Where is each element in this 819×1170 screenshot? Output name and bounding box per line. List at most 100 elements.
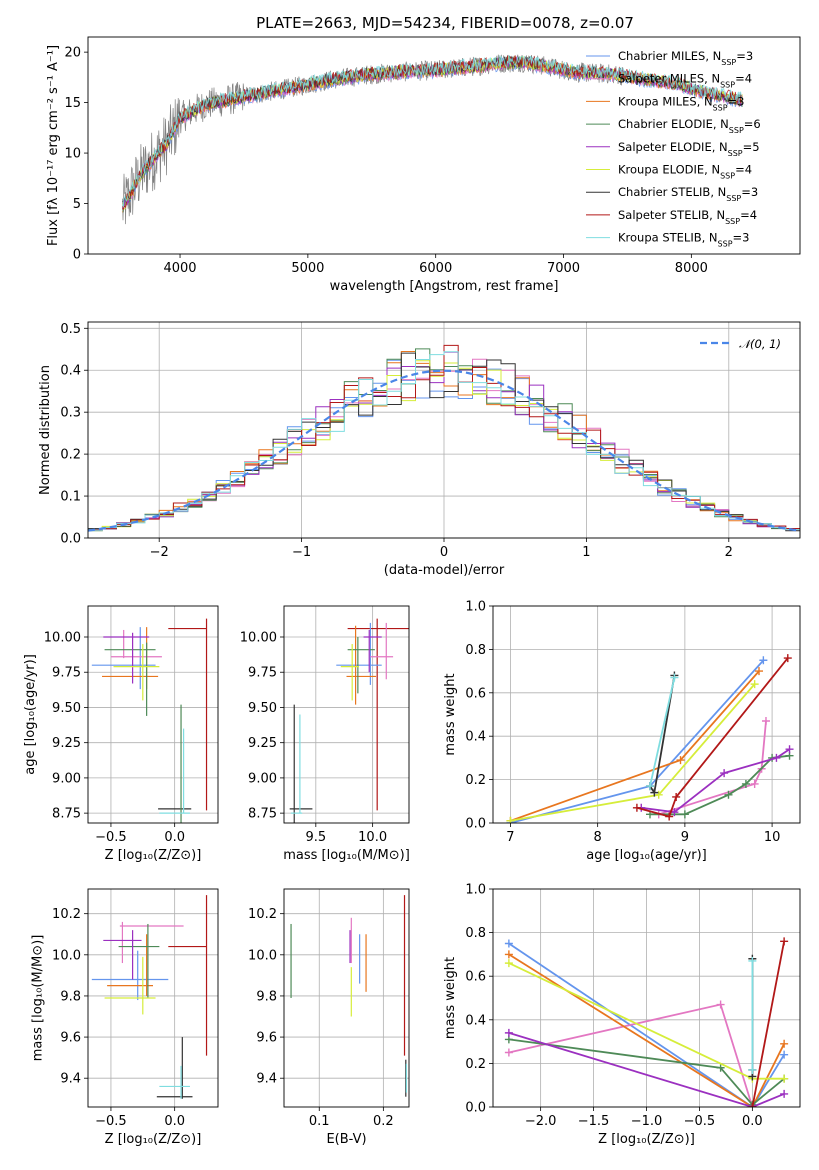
series-point xyxy=(785,745,794,754)
plot-area xyxy=(122,54,743,225)
y-axis-label: age [log₁₀(age/yr)] xyxy=(23,654,38,775)
series-point xyxy=(780,937,789,946)
x-tick-label: 4000 xyxy=(163,261,196,276)
y-tick-label: 10.00 xyxy=(44,631,81,646)
plot-area xyxy=(289,618,409,823)
series-point xyxy=(504,959,513,968)
series-point xyxy=(645,782,654,791)
y-tick-label: 0.0 xyxy=(465,1101,486,1116)
legend-label: Chabrier ELODIE, NSSP=6 xyxy=(618,117,761,135)
panel-residuals: 𝒩(0, 1) −2 −1 0 1 2 0.0 0.1 0.2 0.3 0.4 0.5 (data-mo… xyxy=(38,321,801,578)
y-tick-label: 9.6 xyxy=(256,1031,277,1046)
series-point xyxy=(755,667,764,676)
y-tick-label: 0.0 xyxy=(60,532,81,547)
series-point xyxy=(772,753,781,762)
series-point xyxy=(654,790,663,799)
y-tick-label: 8.75 xyxy=(52,807,81,822)
y-tick-label: 0.8 xyxy=(465,926,486,941)
series-point xyxy=(720,769,729,778)
normal-curve xyxy=(88,369,800,532)
x-tick-label: 0.0 xyxy=(164,830,185,845)
x-axis-label: Z [log₁₀(Z/Z⊙)] xyxy=(105,848,202,863)
y-tick-label: 10 xyxy=(64,147,81,162)
series-line xyxy=(508,942,785,1107)
y-tick-label: 10.2 xyxy=(52,907,81,922)
legend: Chabrier MILES, NSSP=3 Salpeter MILES, NS… xyxy=(586,49,761,248)
panel-age-vs-Z: −0.5 0.0 8.75 9.00 9.25 9.50 9.75 10.00 Z [log₁₀… xyxy=(23,605,219,863)
y-tick-label: 1.0 xyxy=(465,600,486,615)
y-tick-label: 10.0 xyxy=(52,948,81,963)
x-tick-label: −2.0 xyxy=(525,1114,557,1129)
x-tick-label: −1.5 xyxy=(578,1114,610,1129)
x-tick-label: 7000 xyxy=(547,261,580,276)
y-tick-label: 5 xyxy=(73,197,81,212)
y-tick-label: 9.50 xyxy=(248,701,277,716)
x-tick-label: 0.0 xyxy=(164,1114,185,1129)
y-tick-label: 0.2 xyxy=(465,773,486,788)
y-tick-label: 0.1 xyxy=(60,490,81,505)
y-tick-label: 10.0 xyxy=(248,948,277,963)
x-tick-label: 0.2 xyxy=(373,1114,394,1129)
series-point xyxy=(504,950,513,959)
series-point xyxy=(670,808,679,817)
x-tick-label: 8000 xyxy=(675,261,708,276)
page-title: PLATE=2663, MJD=54234, FIBERID=0078, z=0… xyxy=(256,14,634,32)
y-tick-label: 9.4 xyxy=(60,1072,81,1087)
series-line xyxy=(751,941,785,1107)
y-tick-label: 9.4 xyxy=(256,1072,277,1087)
x-tick-label: 1 xyxy=(582,545,590,560)
x-axis-label: wavelength [Angstrom, rest frame] xyxy=(330,279,559,294)
x-axis-label: Z [log₁₀(Z/Z⊙)] xyxy=(598,1132,695,1147)
plot-area xyxy=(91,618,208,823)
legend-label: Salpeter ELODIE, NSSP=5 xyxy=(618,140,760,158)
plot-area xyxy=(88,344,800,532)
series-point xyxy=(750,779,759,788)
y-tick-label: 0.0 xyxy=(465,817,486,832)
panel-massweight-vs-age: 7 8 9 10 0.0 0.2 0.4 0.6 0.8 1.0 age [log₁₀(age/yr… xyxy=(443,600,801,863)
series-line xyxy=(636,657,789,818)
residual-histogram xyxy=(88,352,800,532)
y-axis-label: Normed distribution xyxy=(38,365,53,495)
y-tick-label: 0.8 xyxy=(465,643,486,658)
y-axis-label: mass weight xyxy=(443,673,458,755)
series-point xyxy=(780,1074,789,1083)
series-point xyxy=(680,810,689,819)
series-point xyxy=(761,717,770,726)
y-tick-label: 8.75 xyxy=(248,807,277,822)
series-point xyxy=(650,788,659,797)
x-tick-label: −1.0 xyxy=(631,1114,663,1129)
series-point xyxy=(783,654,792,663)
series-point xyxy=(741,779,750,788)
series-point xyxy=(665,812,674,821)
y-tick-label: 9.8 xyxy=(256,989,277,1004)
series-point xyxy=(750,680,759,689)
x-tick-label: −1 xyxy=(292,545,311,560)
axes-frame xyxy=(283,888,410,1108)
panel-spectrum: Chabrier MILES, NSSP=3 Salpeter MILES, NS… xyxy=(46,36,801,294)
y-tick-label: 9.00 xyxy=(52,771,81,786)
series-point xyxy=(504,939,513,948)
x-tick-label: 0 xyxy=(440,545,448,560)
y-tick-label: 1.0 xyxy=(465,883,486,898)
residual-histogram xyxy=(88,351,800,532)
series-line xyxy=(641,748,791,814)
legend-label: Kroupa STELIB, NSSP=3 xyxy=(618,231,749,249)
panel-age-vs-mass: 9.5 10.0 8.75 9.00 9.25 9.50 9.75 10.00 mass [lo… xyxy=(240,605,410,863)
axes-frame xyxy=(492,605,801,824)
y-tick-label: 15 xyxy=(64,96,81,111)
plot-area xyxy=(504,937,789,1107)
model-spectrum-line xyxy=(122,54,743,208)
series-point xyxy=(748,1065,757,1074)
series-point xyxy=(780,1050,789,1059)
y-tick-label: 0.2 xyxy=(465,1057,486,1072)
series-point xyxy=(780,1039,789,1048)
panel-mass-vs-EBV: 0.1 0.2 9.4 9.6 9.8 10.0 10.2 E(B-V) xyxy=(248,888,410,1147)
series-point xyxy=(670,673,679,682)
y-tick-label: 0 xyxy=(73,248,81,263)
series-point xyxy=(716,1000,725,1009)
axes-frame xyxy=(283,605,410,824)
y-tick-label: 0.4 xyxy=(465,1013,486,1028)
legend-label: 𝒩(0, 1) xyxy=(739,337,781,351)
legend-label: Chabrier STELIB, NSSP=3 xyxy=(618,185,758,203)
y-tick-label: 9.50 xyxy=(52,701,81,716)
